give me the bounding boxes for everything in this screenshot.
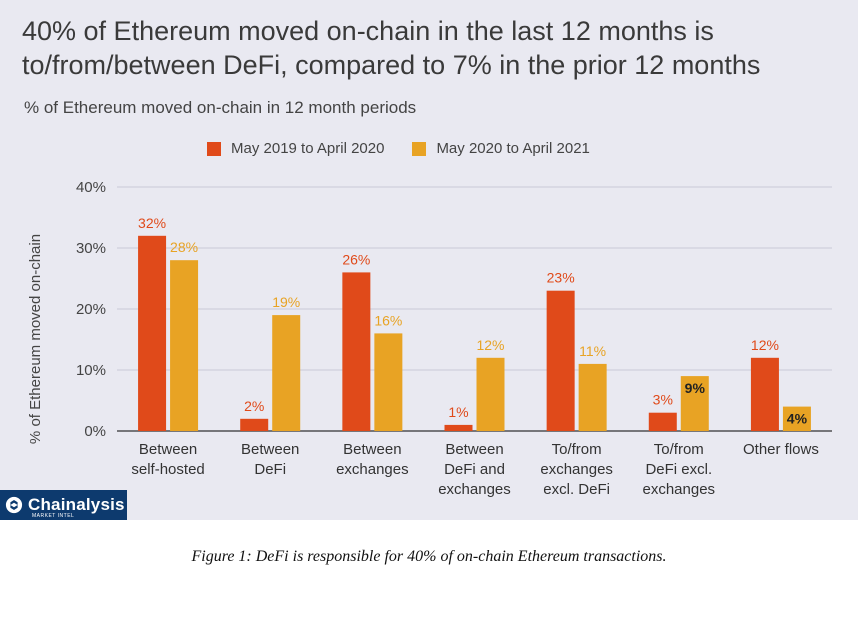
- x-tick-label: Between: [139, 441, 197, 458]
- x-tick-label: self-hosted: [131, 461, 204, 478]
- bar-series-2: [272, 315, 301, 431]
- x-tick-label: Between: [241, 441, 299, 458]
- data-label: 28%: [170, 239, 198, 255]
- data-label: 2%: [244, 398, 264, 414]
- data-label: 19%: [272, 294, 300, 310]
- figure-caption: Figure 1: DeFi is responsible for 40% of…: [191, 548, 667, 565]
- bar-series-1: [444, 424, 473, 431]
- bar-series-1: [546, 290, 575, 431]
- legend-item-series-2: May 2020 to April 2021: [412, 140, 590, 157]
- legend-swatch-series-2: [412, 141, 427, 156]
- x-tick-label: To/from: [654, 441, 704, 458]
- bar-chart: 0% 10% 20% 30% 40% % of Ethereum moved on-cha…: [27, 179, 832, 498]
- bar-series-1: [138, 235, 167, 431]
- bar-series-2: [374, 333, 403, 431]
- data-label: 32%: [138, 215, 166, 231]
- x-tick-label: exchanges: [438, 481, 511, 498]
- data-label: 12%: [476, 337, 504, 353]
- data-label: 3%: [653, 392, 673, 408]
- data-label: 1%: [448, 404, 468, 420]
- bar-series-2: [680, 376, 709, 431]
- x-tick-label: exchanges: [540, 461, 613, 478]
- legend-swatch-series-1: [207, 141, 221, 156]
- x-tick-label: excl. DeFi: [543, 481, 610, 498]
- chart-subtitle: % of Ethereum moved on-chain in 12 month…: [24, 98, 417, 117]
- data-label: 16%: [374, 312, 402, 328]
- y-tick-label: 30%: [76, 240, 106, 257]
- bar-series-1: [240, 418, 269, 431]
- legend-item-series-1: May 2019 to April 2020: [207, 140, 384, 157]
- y-axis-label: % of Ethereum moved on-chain: [27, 234, 44, 444]
- chart-title: 40% of Ethereum moved on-chain in the la…: [22, 16, 761, 80]
- logo-subtext: MARKET INTEL: [32, 513, 75, 519]
- y-tick-label: 0%: [84, 423, 106, 440]
- bar-series-2: [782, 406, 811, 431]
- x-tick-label: Between: [343, 441, 401, 458]
- bar-series-1: [342, 272, 371, 431]
- x-tick-label: DeFi: [254, 461, 286, 478]
- legend-label-series-2: May 2020 to April 2021: [436, 140, 590, 157]
- bar-series-1: [648, 412, 677, 431]
- legend: May 2019 to April 2020 May 2020 to April…: [207, 140, 590, 157]
- x-tick-label: To/from: [552, 441, 602, 458]
- logo-wordmark: Chainalysis: [28, 495, 125, 514]
- chart-panel: 40% of Ethereum moved on-chain in the la…: [0, 0, 858, 520]
- y-tick-label: 20%: [76, 301, 106, 318]
- x-tick-label: DeFi excl.: [645, 461, 712, 478]
- bar-series-2: [578, 363, 607, 431]
- data-label: 26%: [342, 251, 370, 267]
- x-tick-label: Other flows: [743, 441, 819, 458]
- x-tick-label: Between: [445, 441, 503, 458]
- data-label: 23%: [547, 270, 575, 286]
- y-tick-label: 40%: [76, 179, 106, 196]
- x-tick-label: exchanges: [643, 481, 716, 498]
- x-tick-label: exchanges: [336, 461, 409, 478]
- data-label: 9%: [685, 380, 706, 396]
- legend-label-series-1: May 2019 to April 2020: [231, 140, 385, 157]
- chainalysis-logo-icon: [5, 496, 23, 514]
- data-label: 4%: [787, 411, 808, 427]
- bar-series-2: [476, 357, 505, 431]
- x-tick-label: DeFi and: [444, 461, 505, 478]
- y-tick-label: 10%: [76, 362, 106, 379]
- data-label: 11%: [579, 343, 606, 359]
- data-label: 12%: [751, 337, 779, 353]
- chainalysis-logo: Chainalysis MARKET INTEL: [0, 490, 127, 520]
- bar-series-1: [750, 357, 779, 431]
- bar-series-2: [170, 260, 199, 431]
